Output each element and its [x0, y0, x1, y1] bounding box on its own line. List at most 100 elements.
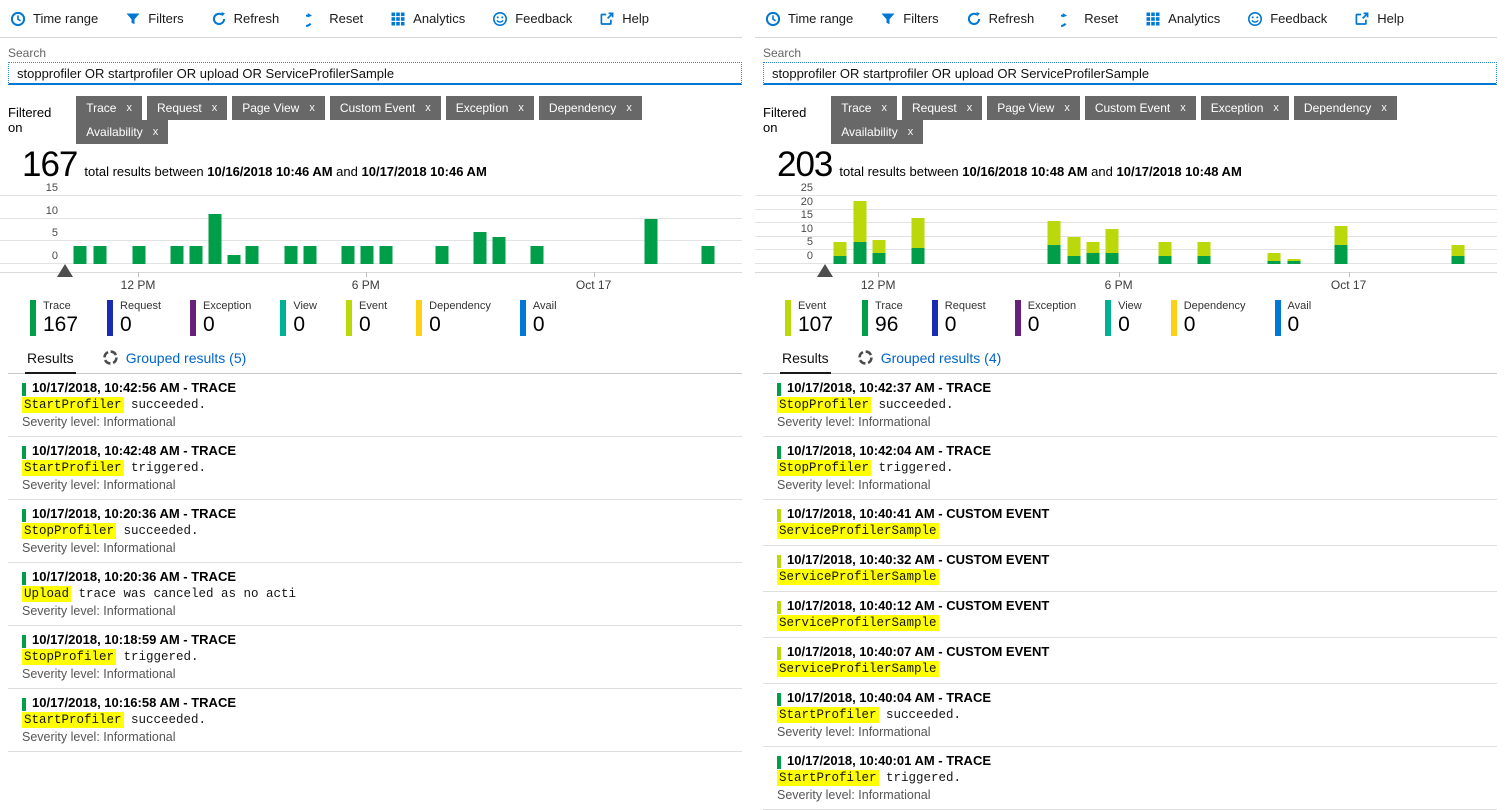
toolbar-help-button[interactable]: Help [1354, 11, 1404, 27]
chart-bar[interactable] [303, 245, 317, 264]
list-item[interactable]: 10/17/2018, 10:40:41 AM - CUSTOM EVENT Se… [763, 500, 1497, 546]
chip-remove-icon[interactable]: x [1180, 102, 1186, 114]
chart-bar[interactable] [284, 245, 298, 264]
chart-bar[interactable] [227, 254, 241, 264]
chip-remove-icon[interactable]: x [152, 126, 159, 138]
list-item[interactable]: 10/17/2018, 10:42:56 AM - TRACE StartProf… [8, 374, 742, 437]
chart-bar[interactable] [473, 232, 487, 264]
chart-bar[interactable] [701, 245, 715, 264]
filter-chip-request[interactable]: Request x [901, 96, 983, 120]
list-item[interactable]: 10/17/2018, 10:40:12 AM - CUSTOM EVENT Se… [763, 592, 1497, 638]
list-item[interactable]: 10/17/2018, 10:20:36 AM - TRACE Upload tr… [8, 563, 742, 626]
chart-bar[interactable] [1451, 244, 1465, 264]
legend-item-avail[interactable]: Avail 0 [1274, 300, 1311, 336]
chart-bar[interactable] [853, 201, 867, 264]
filter-chip-page-view[interactable]: Page View x [987, 96, 1080, 120]
chart-bar[interactable] [170, 245, 184, 264]
chip-remove-icon[interactable]: x [881, 102, 887, 114]
legend-item-request[interactable]: Request 0 [931, 300, 986, 336]
chart-bar[interactable] [1334, 225, 1348, 264]
list-item[interactable]: 10/17/2018, 10:20:36 AM - TRACE StopProfi… [8, 500, 742, 563]
filter-chip-dependency[interactable]: Dependency x [1293, 96, 1397, 120]
list-item[interactable]: 10/17/2018, 10:16:58 AM - TRACE StartProf… [8, 689, 742, 752]
chip-remove-icon[interactable]: x [626, 102, 632, 114]
filter-chip-request[interactable]: Request x [146, 96, 228, 120]
chip-remove-icon[interactable]: x [518, 102, 524, 114]
chip-remove-icon[interactable]: x [966, 102, 973, 114]
filter-chip-custom-event[interactable]: Custom Event x [329, 96, 441, 120]
chart-bar[interactable] [132, 245, 146, 264]
chart-bar[interactable] [911, 217, 925, 264]
toolbar-analytics-button[interactable]: Analytics [1145, 11, 1220, 27]
list-item[interactable]: 10/17/2018, 10:42:04 AM - TRACE StopProfi… [763, 437, 1497, 500]
toolbar-reset-button[interactable]: Reset [306, 11, 363, 27]
search-input[interactable] [8, 62, 742, 85]
chart-bar[interactable] [1287, 258, 1301, 264]
chart-bar[interactable] [1067, 236, 1081, 264]
list-item[interactable]: 10/17/2018, 10:40:07 AM - CUSTOM EVENT Se… [763, 638, 1497, 684]
chart-bar[interactable] [435, 245, 449, 264]
chart-bar[interactable] [73, 245, 87, 264]
legend-item-event[interactable]: Event 107 [785, 300, 833, 336]
list-item[interactable]: 10/17/2018, 10:42:37 AM - TRACE StopProfi… [763, 374, 1497, 437]
chart-bar[interactable] [379, 245, 393, 264]
legend-item-exception[interactable]: Exception 0 [1014, 300, 1076, 336]
filter-chip-availability[interactable]: Availability x [76, 120, 169, 144]
time-brush-handle[interactable] [57, 264, 74, 277]
chart-bar[interactable] [1267, 253, 1281, 264]
toolbar-time-range-button[interactable]: Time range [10, 11, 98, 27]
chip-remove-icon[interactable]: x [1273, 102, 1279, 114]
chip-remove-icon[interactable]: x [907, 126, 914, 138]
chart-bar[interactable] [189, 245, 203, 264]
filter-chip-page-view[interactable]: Page View x [232, 96, 325, 120]
filter-chip-custom-event[interactable]: Custom Event x [1084, 96, 1196, 120]
list-item[interactable]: 10/17/2018, 10:40:04 AM - TRACE StartProf… [763, 684, 1497, 747]
legend-item-request[interactable]: Request 0 [107, 300, 161, 336]
toolbar-feedback-button[interactable]: Feedback [492, 11, 572, 27]
toolbar-refresh-button[interactable]: Refresh [211, 11, 279, 27]
search-input[interactable] [763, 62, 1497, 85]
chip-remove-icon[interactable]: x [1381, 102, 1387, 114]
chart-bar[interactable] [492, 236, 506, 264]
legend-item-dependency[interactable]: Dependency 0 [1170, 300, 1246, 336]
chart-bar[interactable] [245, 245, 259, 264]
tab-results[interactable]: Results [25, 350, 76, 374]
legend-item-exception[interactable]: Exception 0 [190, 300, 251, 336]
filter-chip-exception[interactable]: Exception x [445, 96, 534, 120]
legend-item-view[interactable]: View 0 [1105, 300, 1142, 336]
toolbar-help-button[interactable]: Help [599, 11, 649, 27]
legend-item-dependency[interactable]: Dependency 0 [416, 300, 491, 336]
chart-bar[interactable] [208, 214, 222, 264]
chart-bar[interactable] [833, 242, 847, 264]
filter-chip-dependency[interactable]: Dependency x [538, 96, 642, 120]
chip-remove-icon[interactable]: x [126, 102, 132, 114]
legend-item-view[interactable]: View 0 [280, 300, 317, 336]
chart-bar[interactable] [1158, 242, 1172, 264]
toolbar-reset-button[interactable]: Reset [1061, 11, 1118, 27]
time-brush-handle[interactable] [817, 264, 834, 277]
filter-chip-exception[interactable]: Exception x [1200, 96, 1289, 120]
list-item[interactable]: 10/17/2018, 10:42:48 AM - TRACE StartProf… [8, 437, 742, 500]
chart-bar[interactable] [341, 245, 355, 264]
toolbar-analytics-button[interactable]: Analytics [390, 11, 465, 27]
chart-bar[interactable] [1105, 228, 1119, 264]
list-item[interactable]: 10/17/2018, 10:18:59 AM - TRACE StopProfi… [8, 626, 742, 689]
chip-remove-icon[interactable]: x [211, 102, 218, 114]
filter-chip-availability[interactable]: Availability x [831, 120, 924, 144]
toolbar-filters-button[interactable]: Filters [880, 11, 939, 27]
chip-remove-icon[interactable]: x [309, 102, 315, 114]
chip-remove-icon[interactable]: x [1064, 102, 1070, 114]
chart-bar[interactable] [1197, 242, 1211, 264]
legend-item-trace[interactable]: Trace 167 [30, 300, 78, 336]
legend-item-trace[interactable]: Trace 96 [862, 300, 903, 336]
chart-bar[interactable] [1047, 220, 1061, 264]
filter-chip-trace[interactable]: Trace x [76, 96, 142, 120]
toolbar-time-range-button[interactable]: Time range [765, 11, 853, 27]
toolbar-filters-button[interactable]: Filters [125, 11, 184, 27]
chart-bar[interactable] [93, 245, 107, 264]
chart-bar[interactable] [360, 245, 374, 264]
toolbar-refresh-button[interactable]: Refresh [966, 11, 1034, 27]
chart-bar[interactable] [1086, 242, 1100, 264]
tab-results[interactable]: Results [780, 350, 831, 374]
chart-bar[interactable] [644, 218, 658, 264]
